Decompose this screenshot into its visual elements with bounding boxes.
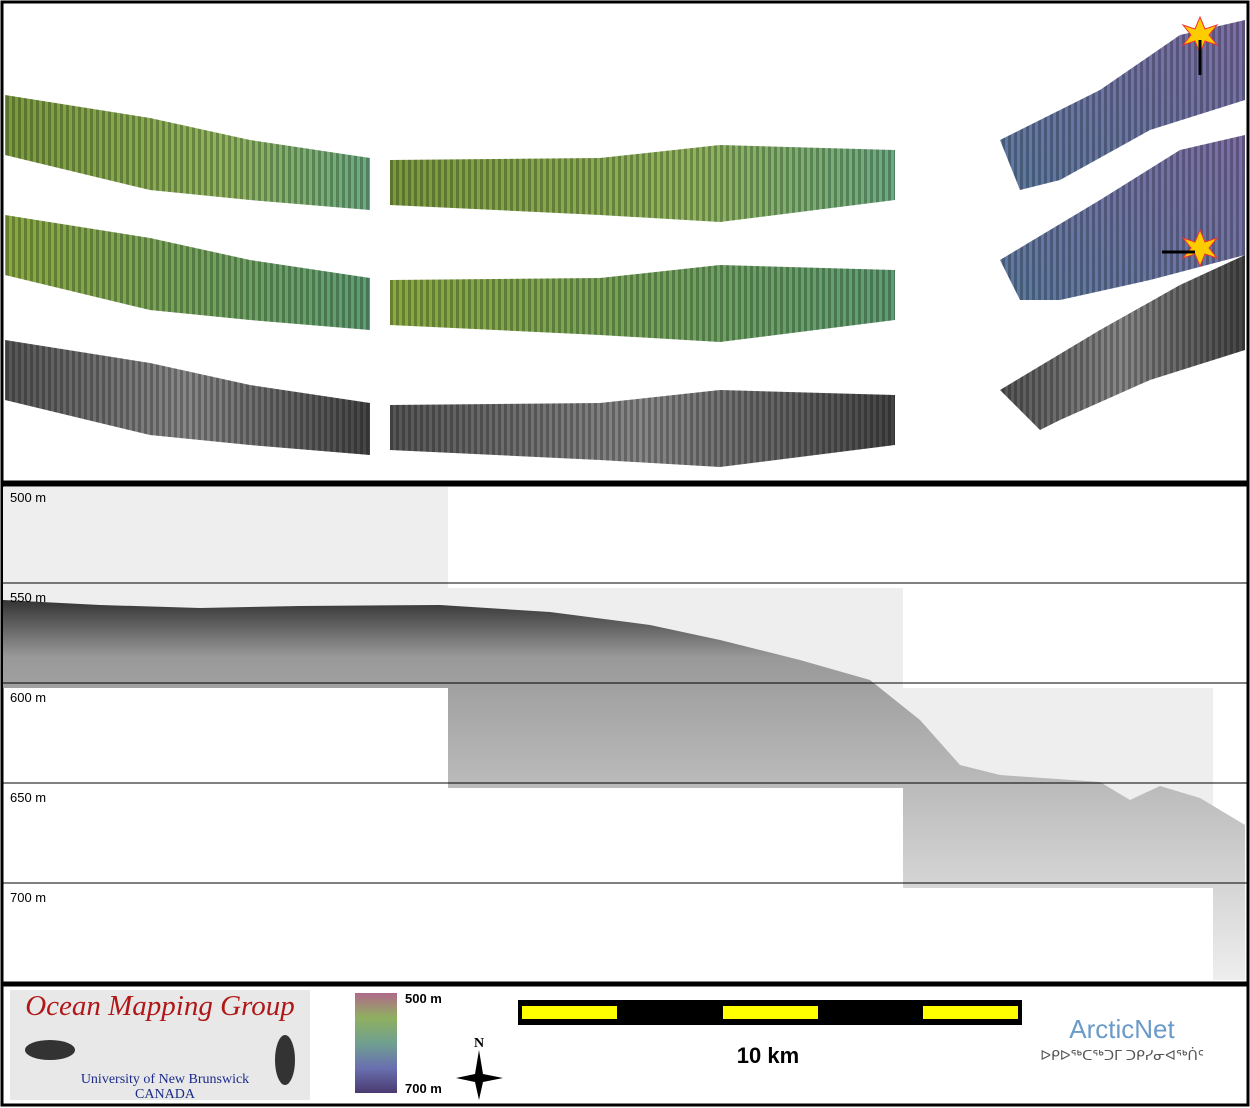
swaths — [5, 15, 1245, 467]
colorbar-bottom: 700 m — [405, 1081, 442, 1096]
depth-label: 650 m — [10, 790, 46, 805]
swath-texture — [390, 265, 895, 342]
partner-syllabics: ᐅᑭᐅᖅᑕᖅᑐᒥ ᑐᑭᓯᓂᐊᖅᑏᑦ — [1040, 1047, 1204, 1063]
scale-label: 10 km — [737, 1043, 799, 1068]
depth-label: 600 m — [10, 690, 46, 705]
depth-label: 500 m — [10, 490, 46, 505]
scale-segment — [723, 1006, 818, 1019]
swath-texture — [5, 340, 370, 455]
logo-vehicle — [25, 1040, 75, 1060]
swath-texture — [5, 95, 370, 210]
logo-country: CANADA — [135, 1087, 196, 1102]
scale-segment — [923, 1006, 1018, 1019]
partner-name: ArcticNet — [1069, 1014, 1175, 1044]
scale-segment — [522, 1006, 617, 1019]
logo-university: University of New Brunswick — [81, 1072, 249, 1087]
swath-texture — [1000, 135, 1245, 300]
swath-texture — [1000, 20, 1245, 190]
colorbar — [355, 993, 397, 1093]
event-star — [1181, 228, 1219, 268]
swath-texture — [390, 390, 895, 467]
swath-texture — [1000, 255, 1245, 430]
logo-fish — [275, 1035, 295, 1085]
depth-label: 700 m — [10, 890, 46, 905]
north-star — [456, 1050, 503, 1100]
depth-label: 550 m — [10, 590, 46, 605]
profile: 500 m 550 m 600 m 650 m 700 m — [3, 487, 1247, 980]
logo-title: Ocean Mapping Group — [25, 990, 295, 1022]
logo: Ocean Mapping Group University of New Br… — [10, 990, 310, 1102]
seafloor — [3, 600, 1245, 980]
swath-texture — [5, 215, 370, 330]
colorbar-top: 500 m — [405, 991, 442, 1006]
swath-texture — [390, 145, 895, 222]
north-label: N — [474, 1036, 484, 1051]
